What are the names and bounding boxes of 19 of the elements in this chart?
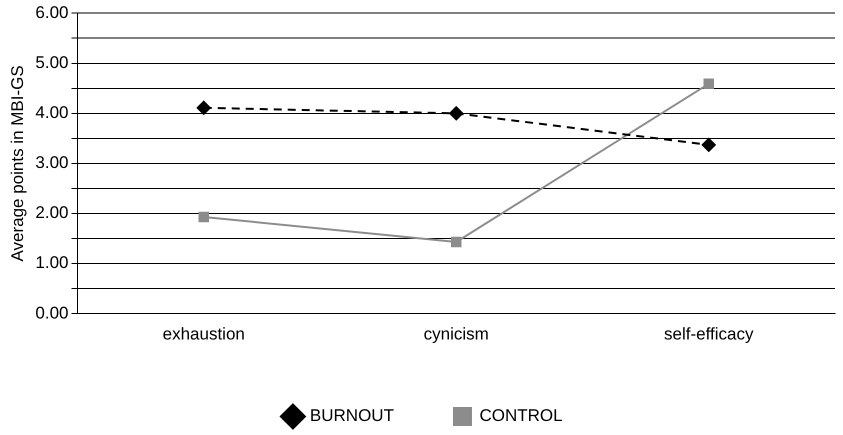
y-tick-label: 5.00 xyxy=(35,52,68,72)
legend-label: BURNOUT xyxy=(310,406,394,426)
text: 0.00 xyxy=(35,303,68,322)
point xyxy=(196,100,211,115)
point xyxy=(198,212,209,222)
point xyxy=(704,78,714,90)
x-tick-label: self-efficacy xyxy=(664,324,754,344)
y-tick-label: 4.00 xyxy=(35,103,68,122)
point xyxy=(451,236,462,248)
y-axis-title: Average points in MBI-GS xyxy=(8,65,27,262)
x-tick-label: cynicism xyxy=(424,324,489,344)
y-tick-label: 2.00 xyxy=(35,203,68,222)
y-tick-label: 6.00 xyxy=(35,2,68,22)
y-tick-label: 3.00 xyxy=(35,153,68,172)
legend-label: CONTROL xyxy=(479,406,563,426)
x-tick-label: exhaustion xyxy=(162,324,245,344)
y-tick-label: 1.00 xyxy=(35,253,68,272)
point xyxy=(449,106,464,120)
point xyxy=(702,138,716,152)
